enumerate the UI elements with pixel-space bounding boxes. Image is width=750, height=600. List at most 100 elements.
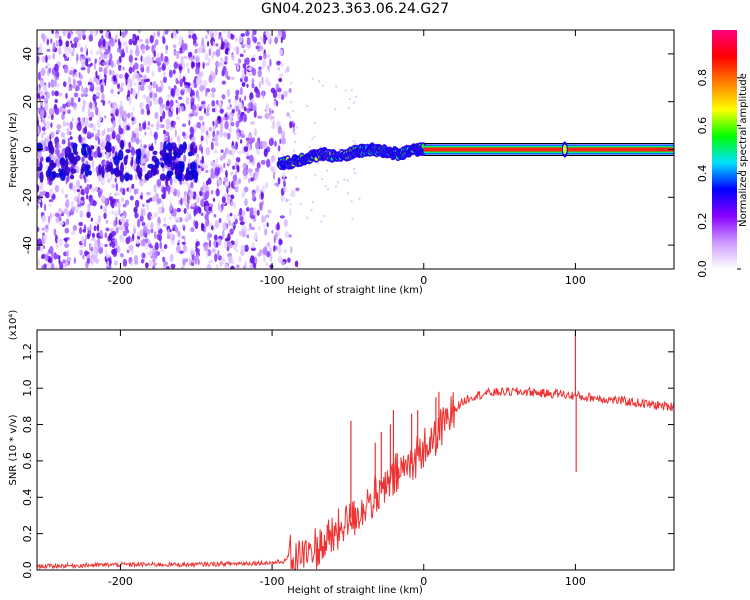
spectrogram-cell: [277, 177, 281, 185]
spectrogram-cell: [190, 181, 194, 189]
spectrogram-cell: [350, 88, 353, 91]
spectrogram-cell: [85, 122, 90, 128]
spectrogram-cell: [238, 35, 243, 44]
spectrogram-cell: [162, 71, 166, 77]
spectrogram-cell: [81, 117, 85, 127]
spectrogram-cell: [228, 242, 233, 249]
spectrogram-cell: [239, 215, 244, 222]
spectrogram-cell: [49, 245, 54, 254]
spectrogram-cell: [75, 155, 81, 162]
spectrogram-cell: [105, 141, 110, 151]
spectrogram-cell: [119, 187, 124, 193]
spectrogram-cell: [169, 99, 174, 108]
spectrogram-cell: [92, 254, 98, 261]
spectrogram-cell: [230, 76, 235, 81]
spectrogram-cell: [211, 108, 216, 113]
spectrogram-cell: [161, 63, 166, 71]
spectrogram-cell: [93, 247, 98, 254]
spectrogram-cell: [184, 216, 189, 223]
spectrogram-cell: [180, 105, 184, 113]
y-tick-label: 0.8: [21, 416, 34, 434]
spectrogram-cell: [183, 81, 189, 86]
spectrogram-cell: [226, 246, 230, 252]
spectrogram-cell: [214, 104, 217, 114]
spectrogram-cell: [41, 253, 46, 259]
spectrogram-cell: [282, 171, 286, 180]
spectrogram-cell: [49, 212, 53, 220]
spectrogram-cell: [172, 30, 177, 36]
spectrogram-cell: [177, 242, 180, 246]
y-tick-label: 0.2: [21, 525, 34, 543]
spectrogram-cell: [59, 237, 63, 247]
spectrogram-cell: [216, 130, 220, 136]
spectrogram-cell: [169, 186, 175, 193]
spectrogram-cell: [78, 226, 83, 235]
spectrogram-cell: [154, 38, 159, 46]
spectrogram-cell: [243, 75, 249, 83]
spectrogram-cell: [117, 91, 120, 95]
spectrogram-cell: [152, 150, 158, 155]
spectrogram-cell: [75, 71, 78, 78]
spectrogram-cell: [277, 257, 283, 264]
spectrogram-cell: [200, 212, 204, 216]
spectrogram-cell: [118, 73, 123, 79]
spectrogram-cell: [167, 85, 172, 90]
spectrogram-cell: [104, 243, 108, 248]
y-tick-label: -40: [21, 236, 34, 254]
spectrogram-cell: [280, 193, 285, 203]
spectrogram-cell: [213, 149, 218, 155]
spectrogram-cell: [111, 130, 116, 140]
spectrogram-cell: [290, 82, 293, 85]
spectrogram-cell: [289, 121, 293, 129]
spectrogram-cell: [181, 39, 184, 49]
spectrogram-cell: [230, 201, 235, 207]
spectrogram-cell: [63, 208, 69, 215]
spectrogram-cell: [346, 179, 349, 182]
spectrogram-cell: [134, 57, 138, 61]
spectrogram-cell: [179, 103, 185, 108]
spectrogram-cell: [288, 87, 292, 94]
spectrogram-cell: [132, 74, 135, 83]
spectrogram-cell: [137, 78, 142, 82]
spectrogram-cell: [86, 131, 92, 139]
spectrogram-cell: [311, 77, 314, 80]
spectrogram-cell: [78, 134, 82, 143]
spectrogram-cell: [261, 59, 267, 67]
spectrogram-cell: [317, 162, 320, 165]
spectrogram-cell: [73, 92, 79, 98]
spectrogram-cell: [177, 216, 181, 222]
spectrogram-cell: [252, 36, 258, 44]
spectrogram-cell: [56, 41, 60, 47]
spectrogram-cell: [196, 104, 200, 112]
spectrogram-cell: [214, 30, 218, 37]
spectrogram-cell: [308, 145, 311, 148]
spectrogram-cell: [183, 173, 191, 182]
spectrogram-cell: [79, 249, 82, 254]
spectrogram-cell: [178, 96, 183, 100]
spectrogram-cell: [119, 105, 124, 115]
spectrogram-cell: [182, 143, 186, 154]
spectrogram-cell: [220, 149, 224, 153]
spectrogram-cell: [358, 197, 361, 200]
spectrogram-cell: [121, 218, 125, 223]
spectrogram-cell: [249, 264, 253, 269]
spectrogram-cell: [160, 247, 165, 253]
spectrogram-cell: [229, 114, 233, 124]
spectrogram-cell: [71, 84, 76, 89]
spectrogram-cell: [117, 149, 124, 161]
spectrogram-cell: [81, 156, 85, 163]
spectrogram-cell: [246, 206, 250, 212]
spectrogram-cell: [147, 239, 151, 245]
spectrogram-cell: [94, 86, 100, 92]
spectrogram-cell: [197, 94, 201, 102]
spectrogram-cell: [140, 180, 144, 187]
spectrogram-cell: [262, 246, 268, 256]
spectrogram-cell: [54, 234, 58, 244]
spectrogram-cell: [194, 208, 199, 215]
spectrogram-cell: [69, 174, 75, 180]
spectrogram-cell: [188, 51, 193, 58]
spectrogram-cell: [86, 257, 91, 264]
spectrogram-cell: [165, 100, 170, 107]
spectrogram-cell: [149, 91, 153, 98]
spectrogram-cell: [279, 62, 285, 67]
